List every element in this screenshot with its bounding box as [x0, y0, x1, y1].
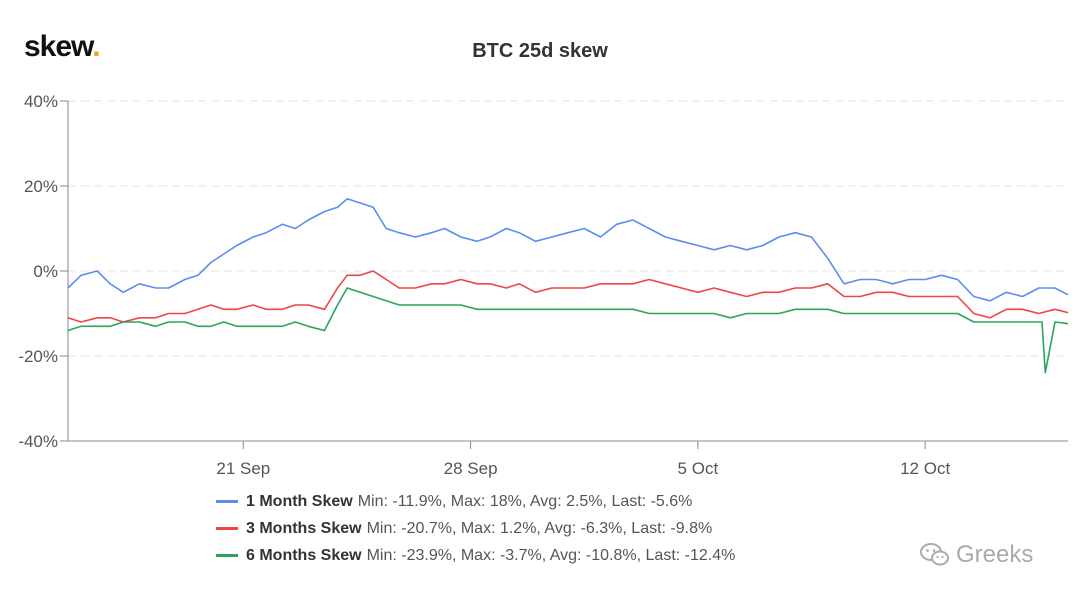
y-tick-label: 0%: [33, 262, 58, 281]
series-line-2: [67, 270, 1069, 323]
legend-swatch: [216, 500, 238, 503]
brand-name: skew: [24, 30, 93, 63]
series-line-3: [67, 287, 1069, 374]
wechat-icon: [920, 543, 949, 566]
y-tick-label: 20%: [24, 177, 58, 196]
axis-layer: 40% 20% 0% -20% -40% 21 Sep 28 Sep 5 Oct 12 Oct: [18, 92, 1068, 478]
legend: 1 Month Skew Min: -11.9%, Max: 18%, Avg:…: [216, 488, 735, 569]
watermark-text: Greeks: [956, 541, 1034, 568]
x-tick-label: 28 Sep: [444, 459, 498, 478]
brand-dot: .: [92, 30, 100, 63]
legend-series-stats: Min: -23.9%, Max: -3.7%, Avg: -10.8%, La…: [366, 546, 736, 564]
legend-series-name: 1 Month Skew: [246, 492, 353, 510]
series-line-1: [67, 198, 1069, 302]
legend-swatch: [216, 554, 238, 557]
brand-logo: skew.: [24, 30, 101, 64]
grid-layer: [68, 100, 1068, 357]
series-layer: [67, 198, 1069, 374]
y-tick-label: 40%: [24, 92, 58, 111]
legend-item-3m[interactable]: 3 Months Skew Min: -20.7%, Max: 1.2%, Av…: [216, 515, 735, 542]
x-tick-label: 21 Sep: [216, 459, 270, 478]
legend-series-name: 3 Months Skew: [246, 519, 362, 537]
legend-series-stats: Min: -20.7%, Max: 1.2%, Avg: -6.3%, Last…: [366, 519, 713, 537]
watermark: Greeks: [920, 541, 1033, 569]
y-tick-label: -20%: [18, 347, 58, 366]
y-tick-label: -40%: [18, 432, 58, 451]
legend-series-name: 6 Months Skew: [246, 546, 362, 564]
legend-item-1m[interactable]: 1 Month Skew Min: -11.9%, Max: 18%, Avg:…: [216, 488, 735, 515]
x-tick-label: 5 Oct: [678, 459, 719, 478]
legend-item-6m[interactable]: 6 Months Skew Min: -23.9%, Max: -3.7%, A…: [216, 542, 735, 569]
x-tick-label: 12 Oct: [900, 459, 950, 478]
legend-swatch: [216, 527, 238, 530]
legend-series-stats: Min: -11.9%, Max: 18%, Avg: 2.5%, Last: …: [357, 492, 693, 510]
chart-title: BTC 25d skew: [472, 40, 608, 62]
